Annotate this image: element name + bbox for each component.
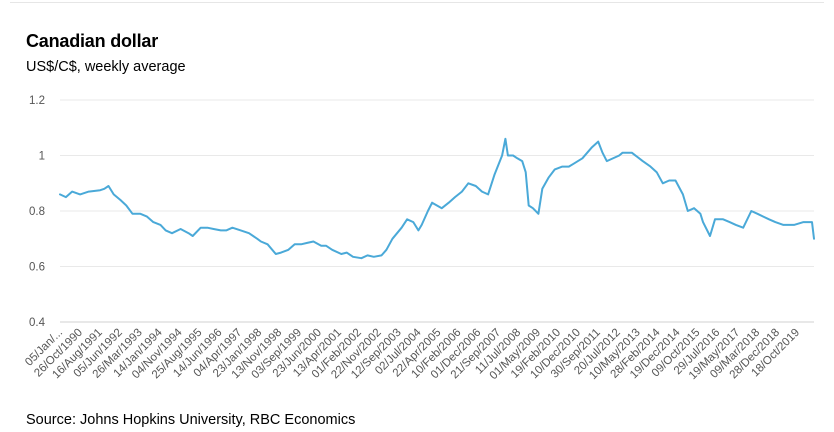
- chart-title: Canadian dollar: [26, 31, 159, 51]
- chart-source: Source: Johns Hopkins University, RBC Ec…: [26, 412, 356, 428]
- y-tick-label: 1.2: [29, 95, 45, 107]
- y-tick-label: 0.6: [29, 262, 45, 274]
- y-tick-label: 1: [39, 151, 45, 163]
- chart-subtitle: US$/C$, weekly average: [26, 59, 186, 75]
- y-tick-label: 0.4: [29, 317, 46, 329]
- top-divider: [10, 2, 824, 3]
- y-tick-label: 0.8: [29, 206, 45, 218]
- exchange-rate-line: [59, 137, 815, 260]
